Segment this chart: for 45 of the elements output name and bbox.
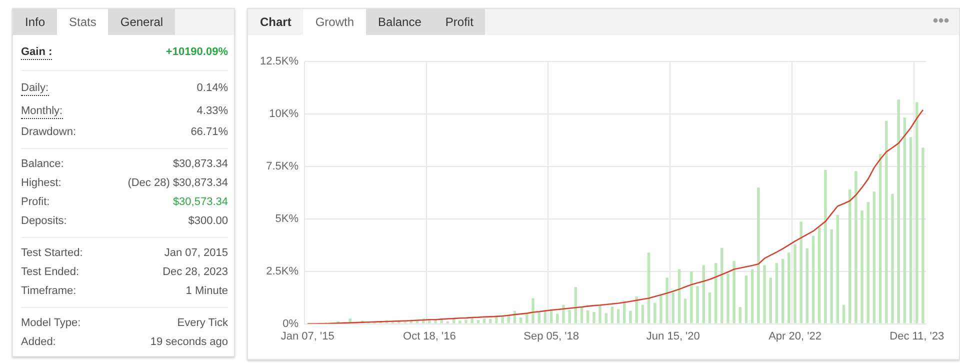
text: Added: — [21, 336, 56, 349]
y-tick-label: 5K% — [275, 212, 299, 225]
text: Profit: — [21, 196, 50, 209]
text: Gain : — [21, 46, 52, 60]
x-tick-label: Oct 18, '16 — [403, 330, 456, 342]
text: 4.33% — [196, 104, 228, 119]
text: Timeframe: — [21, 285, 76, 298]
y-tick-label: 2.5K% — [266, 265, 299, 278]
text: (Dec 28) $30,873.34 — [128, 176, 228, 191]
text: Every Tick — [177, 316, 228, 331]
text: $300.00 — [188, 214, 228, 229]
text: Monthly: — [21, 104, 63, 118]
text: Profit — [433, 9, 486, 35]
text: Highest: — [21, 177, 62, 190]
y-tick-label: 0% — [282, 318, 299, 330]
category-label: General — [108, 9, 176, 35]
text: Growth — [303, 9, 366, 35]
category-label: Info — [13, 9, 58, 35]
text: 0.14% — [196, 81, 228, 96]
text: Jan 07, 2015 — [164, 246, 228, 261]
category-label: Stats — [57, 9, 108, 35]
text: Test Ended: — [21, 266, 80, 279]
text: 19 seconds ago — [150, 335, 228, 350]
y-tick-label: 10K% — [269, 108, 299, 120]
x-tick-label: Sep 05, '18 — [524, 330, 579, 342]
text: $30,573.34 — [172, 195, 228, 210]
text: Test Started: — [21, 247, 83, 260]
x-tick-label: Dec 11, '23 — [890, 330, 944, 342]
text: Deposits: — [21, 215, 67, 228]
x-tick-label: Jan 07, '15 — [280, 330, 334, 342]
x-tick-label: Apr 20, '22 — [768, 330, 822, 342]
text: Chart — [248, 9, 304, 35]
text: Model Type: — [21, 317, 81, 330]
y-tick-label: 7.5K% — [266, 160, 299, 173]
x-tick-label: Jun 15, '20 — [646, 330, 700, 342]
text: Balance: — [21, 158, 64, 171]
text: 66.71% — [190, 125, 228, 140]
text: Drawdown: — [21, 126, 76, 139]
text: 1 Minute — [186, 284, 228, 299]
y-tick-label: 12.5K% — [260, 56, 299, 68]
text: +10190.09% — [166, 45, 228, 60]
text: Daily: — [21, 82, 49, 96]
text: Balance — [366, 9, 434, 35]
text: $30,873.34 — [172, 157, 228, 172]
text: Dec 28, 2023 — [162, 265, 228, 280]
